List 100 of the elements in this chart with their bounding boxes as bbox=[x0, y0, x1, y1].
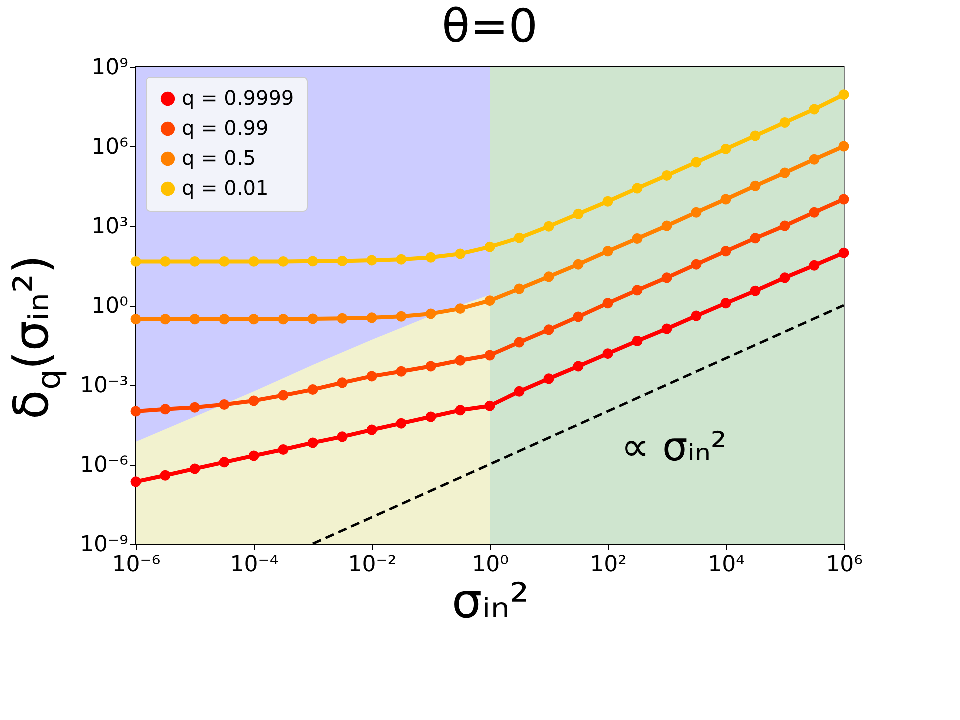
chart-title: θ=0 bbox=[442, 0, 538, 53]
point bbox=[484, 296, 496, 306]
point bbox=[366, 371, 378, 382]
point bbox=[160, 314, 171, 325]
point bbox=[573, 312, 584, 322]
point bbox=[544, 324, 554, 336]
y-tick-label: 10⁻³ bbox=[80, 374, 128, 398]
x-tick-label: 10⁶ bbox=[826, 552, 864, 578]
point bbox=[602, 196, 614, 207]
legend-label: q = 0.01 bbox=[182, 176, 269, 200]
point bbox=[278, 444, 289, 455]
point bbox=[426, 252, 436, 263]
point bbox=[750, 180, 761, 192]
point bbox=[219, 400, 230, 410]
x-tick-label: 10⁻⁶ bbox=[112, 552, 161, 578]
point bbox=[337, 378, 348, 388]
legend-label: q = 0.5 bbox=[182, 146, 256, 170]
point bbox=[514, 386, 525, 397]
point bbox=[662, 170, 672, 181]
point bbox=[278, 256, 289, 267]
point bbox=[602, 298, 614, 309]
point bbox=[750, 286, 761, 296]
point bbox=[573, 259, 584, 270]
point bbox=[426, 308, 436, 320]
point bbox=[130, 406, 142, 417]
point bbox=[278, 390, 289, 401]
x-tick-label: 10⁻² bbox=[348, 552, 397, 578]
annotation: ∝ σᵢₙ² bbox=[621, 424, 727, 471]
point bbox=[484, 400, 496, 412]
point bbox=[662, 272, 672, 284]
point bbox=[720, 144, 732, 154]
point bbox=[573, 361, 584, 372]
point bbox=[484, 242, 496, 252]
y-tick-label: 10⁻⁶ bbox=[80, 453, 129, 478]
point bbox=[632, 285, 643, 296]
point bbox=[248, 450, 260, 462]
point bbox=[838, 248, 850, 258]
point bbox=[838, 141, 850, 152]
point bbox=[632, 234, 643, 244]
point bbox=[337, 256, 348, 266]
legend-label: q = 0.99 bbox=[182, 116, 269, 140]
point bbox=[573, 208, 584, 220]
point bbox=[426, 361, 436, 372]
point bbox=[278, 314, 289, 325]
point bbox=[308, 384, 318, 396]
point bbox=[455, 405, 466, 416]
point bbox=[130, 476, 142, 488]
point bbox=[308, 256, 318, 267]
point bbox=[691, 207, 702, 218]
point bbox=[455, 304, 466, 314]
point bbox=[484, 350, 496, 361]
point bbox=[602, 246, 614, 257]
point bbox=[219, 314, 230, 325]
point bbox=[720, 194, 732, 205]
point bbox=[190, 256, 200, 267]
point bbox=[750, 233, 761, 244]
point bbox=[632, 183, 643, 194]
point bbox=[160, 470, 171, 481]
point bbox=[426, 412, 436, 422]
point bbox=[190, 402, 200, 413]
point bbox=[130, 314, 142, 325]
point bbox=[337, 432, 348, 442]
point bbox=[248, 396, 260, 406]
point bbox=[544, 221, 554, 232]
point bbox=[780, 117, 790, 128]
point bbox=[720, 246, 732, 257]
point bbox=[308, 438, 318, 448]
point bbox=[160, 256, 171, 267]
point bbox=[662, 220, 672, 232]
point bbox=[662, 324, 672, 334]
point bbox=[396, 418, 407, 429]
point bbox=[366, 255, 378, 266]
point bbox=[544, 272, 554, 282]
x-tick-label: 10² bbox=[590, 552, 627, 578]
point bbox=[219, 457, 230, 468]
point bbox=[219, 256, 230, 267]
point bbox=[514, 337, 525, 348]
point bbox=[248, 256, 260, 267]
point bbox=[780, 168, 790, 178]
point bbox=[248, 314, 260, 325]
point bbox=[396, 254, 407, 265]
point bbox=[544, 374, 554, 384]
y-tick-label: 10⁶ bbox=[92, 135, 129, 160]
y-axis-title: δq(σᵢₙ²) bbox=[4, 255, 68, 420]
y-tick-label: 10³ bbox=[92, 214, 128, 240]
point bbox=[780, 220, 790, 232]
point bbox=[190, 314, 200, 325]
point bbox=[691, 310, 702, 322]
point bbox=[514, 232, 525, 244]
point bbox=[337, 313, 348, 324]
point bbox=[366, 312, 378, 324]
point bbox=[602, 348, 614, 360]
point bbox=[366, 424, 378, 436]
y-tick-label: 10⁰ bbox=[92, 294, 129, 319]
point bbox=[809, 207, 820, 218]
point bbox=[160, 404, 171, 415]
point bbox=[691, 259, 702, 270]
point bbox=[455, 248, 466, 260]
point bbox=[632, 336, 643, 346]
x-tick-label: 10⁴ bbox=[708, 552, 746, 578]
